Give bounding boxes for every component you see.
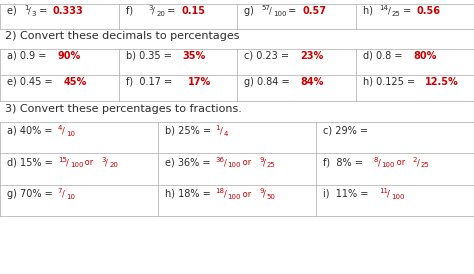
Text: b) 0.35 =: b) 0.35 =: [126, 51, 174, 61]
Text: 4: 4: [58, 125, 62, 132]
Text: /: /: [152, 7, 155, 16]
Text: 3: 3: [148, 5, 153, 11]
Text: 0.56: 0.56: [417, 6, 440, 16]
Text: e): e): [7, 6, 20, 16]
Text: /: /: [388, 7, 391, 16]
Text: 11: 11: [379, 189, 388, 195]
Text: 10: 10: [66, 131, 75, 137]
Text: 20: 20: [156, 11, 165, 17]
Text: 7: 7: [58, 189, 63, 195]
Text: 15: 15: [58, 157, 67, 163]
Text: g) 70% =: g) 70% =: [7, 189, 56, 199]
Text: /: /: [387, 190, 390, 199]
Text: 25: 25: [267, 162, 276, 169]
Text: 1: 1: [24, 5, 28, 11]
Text: 2) Convert these decimals to percentages: 2) Convert these decimals to percentages: [5, 31, 239, 41]
Text: 3: 3: [101, 157, 106, 163]
Text: f)  8% =: f) 8% =: [323, 158, 366, 167]
Text: 9: 9: [259, 189, 264, 195]
Text: 25: 25: [392, 11, 400, 17]
Text: or: or: [82, 158, 96, 167]
Text: 50: 50: [267, 194, 276, 200]
Text: /: /: [105, 158, 108, 167]
Text: f)  0.17 =: f) 0.17 =: [126, 77, 175, 87]
Text: 80%: 80%: [413, 51, 437, 61]
Text: 36: 36: [216, 157, 225, 163]
Text: a) 0.9 =: a) 0.9 =: [7, 51, 50, 61]
Text: 10: 10: [66, 194, 75, 200]
Text: /: /: [417, 158, 419, 167]
Text: 100: 100: [382, 162, 395, 169]
Text: /: /: [269, 7, 272, 16]
Text: 84%: 84%: [301, 77, 324, 87]
Text: i)  11% =: i) 11% =: [323, 189, 371, 199]
Text: d) 15% =: d) 15% =: [7, 158, 56, 167]
Text: or: or: [393, 158, 407, 167]
Text: d) 0.8 =: d) 0.8 =: [363, 51, 405, 61]
Text: /: /: [263, 190, 266, 199]
Text: 90%: 90%: [58, 51, 81, 61]
Text: 100: 100: [273, 11, 286, 17]
Text: 3) Convert these percentages to fractions.: 3) Convert these percentages to fraction…: [5, 104, 242, 114]
Text: 4: 4: [224, 131, 228, 137]
Text: 14: 14: [380, 5, 388, 11]
Text: 3: 3: [32, 11, 36, 17]
Text: /: /: [28, 7, 31, 16]
Text: b) 25% =: b) 25% =: [165, 126, 214, 136]
Text: c) 0.23 =: c) 0.23 =: [244, 51, 292, 61]
Text: 100: 100: [228, 194, 241, 200]
Text: 57: 57: [261, 5, 270, 11]
Text: 17%: 17%: [188, 77, 211, 87]
Text: 9: 9: [259, 157, 264, 163]
Text: 0.15: 0.15: [181, 6, 205, 16]
Text: /: /: [224, 158, 227, 167]
Text: 20: 20: [109, 162, 118, 169]
Text: 0.333: 0.333: [53, 6, 83, 16]
Text: 12.5%: 12.5%: [425, 77, 458, 87]
Text: =: =: [164, 6, 179, 16]
Text: 23%: 23%: [301, 51, 324, 61]
Text: /: /: [62, 190, 64, 199]
Text: 100: 100: [70, 162, 83, 169]
Text: h): h): [363, 6, 376, 16]
Text: e) 0.45 =: e) 0.45 =: [7, 77, 56, 87]
Text: 8: 8: [374, 157, 378, 163]
Text: 100: 100: [228, 162, 241, 169]
Text: a) 40% =: a) 40% =: [7, 126, 56, 136]
Text: /: /: [224, 190, 227, 199]
Text: 18: 18: [216, 189, 225, 195]
Text: 25: 25: [421, 162, 429, 169]
Text: 1: 1: [216, 125, 220, 132]
Text: /: /: [62, 127, 64, 136]
Text: 100: 100: [391, 194, 405, 200]
Text: /: /: [220, 127, 222, 136]
Text: or: or: [240, 190, 254, 199]
Text: h) 18% =: h) 18% =: [165, 189, 214, 199]
Text: =: =: [36, 6, 50, 16]
Text: e) 36% =: e) 36% =: [165, 158, 214, 167]
Text: g) 0.84 =: g) 0.84 =: [244, 77, 293, 87]
Text: =: =: [285, 6, 300, 16]
Text: /: /: [263, 158, 266, 167]
Text: =: =: [400, 6, 414, 16]
Text: g): g): [244, 6, 257, 16]
Text: 0.57: 0.57: [302, 6, 326, 16]
Text: 45%: 45%: [64, 77, 87, 87]
Text: 35%: 35%: [182, 51, 205, 61]
Text: h) 0.125 =: h) 0.125 =: [363, 77, 418, 87]
Text: /: /: [66, 158, 69, 167]
Text: c) 29% =: c) 29% =: [323, 126, 371, 136]
Text: f): f): [126, 6, 139, 16]
Text: 2: 2: [413, 157, 417, 163]
Text: /: /: [378, 158, 380, 167]
Text: or: or: [240, 158, 254, 167]
